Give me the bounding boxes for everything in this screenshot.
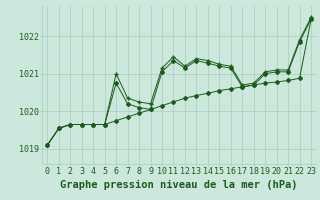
- X-axis label: Graphe pression niveau de la mer (hPa): Graphe pression niveau de la mer (hPa): [60, 180, 298, 190]
